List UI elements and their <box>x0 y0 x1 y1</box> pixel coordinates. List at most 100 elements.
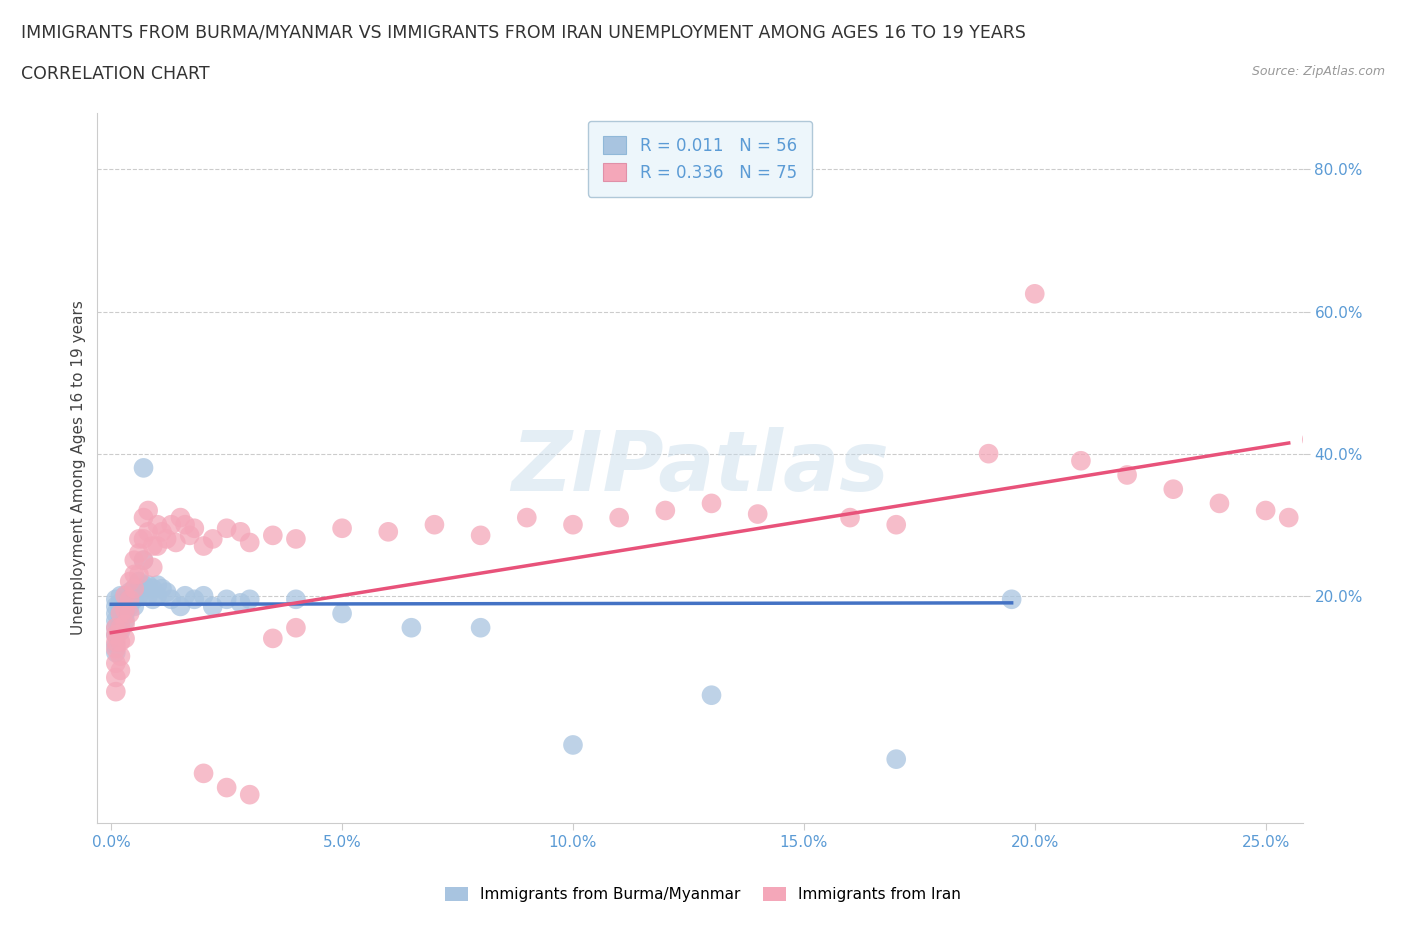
Point <box>1070 453 1092 468</box>
Point <box>160 517 183 532</box>
Point <box>516 511 538 525</box>
Point <box>114 606 136 621</box>
Point <box>142 591 165 606</box>
Point <box>1301 432 1323 447</box>
Point <box>128 567 150 582</box>
Point <box>239 591 262 606</box>
Point <box>700 496 723 511</box>
Point <box>118 585 141 600</box>
Legend: R = 0.011   N = 56, R = 0.336   N = 75: R = 0.011 N = 56, R = 0.336 N = 75 <box>588 121 811 196</box>
Text: CORRELATION CHART: CORRELATION CHART <box>21 65 209 83</box>
Point <box>562 737 585 752</box>
Point <box>124 581 146 596</box>
Point <box>1024 286 1046 301</box>
Point <box>262 631 284 645</box>
Point <box>132 511 155 525</box>
Point <box>183 521 205 536</box>
Point <box>193 538 215 553</box>
Point <box>215 591 238 606</box>
Text: Source: ZipAtlas.com: Source: ZipAtlas.com <box>1251 65 1385 78</box>
Point <box>124 581 146 596</box>
Point <box>146 578 169 592</box>
Point <box>150 525 173 539</box>
Point <box>215 521 238 536</box>
Point <box>884 751 907 766</box>
Point <box>124 589 146 604</box>
Point <box>110 624 132 639</box>
Point <box>104 645 127 660</box>
Point <box>700 688 723 703</box>
Point <box>104 628 127 643</box>
Point <box>156 585 179 600</box>
Point <box>104 599 127 614</box>
Point <box>284 531 307 546</box>
Point <box>124 567 146 582</box>
Point <box>1001 591 1024 606</box>
Point <box>104 628 127 643</box>
Point <box>132 531 155 546</box>
Point <box>330 606 353 621</box>
Point <box>118 574 141 589</box>
Point <box>156 531 179 546</box>
Point <box>470 620 492 635</box>
Point <box>128 531 150 546</box>
Point <box>136 503 159 518</box>
Point <box>654 503 676 518</box>
Point <box>183 591 205 606</box>
Point <box>110 595 132 610</box>
Point <box>169 599 191 614</box>
Point <box>607 511 630 525</box>
Point <box>110 603 132 618</box>
Point <box>128 546 150 561</box>
Point <box>377 525 399 539</box>
Point <box>1254 503 1277 518</box>
Point <box>104 613 127 628</box>
Point <box>110 620 132 635</box>
Point <box>110 617 132 631</box>
Point <box>1208 496 1230 511</box>
Point <box>124 591 146 606</box>
Point <box>114 617 136 631</box>
Point <box>124 552 146 567</box>
Point <box>470 528 492 543</box>
Point <box>118 599 141 614</box>
Point <box>128 589 150 604</box>
Text: IMMIGRANTS FROM BURMA/MYANMAR VS IMMIGRANTS FROM IRAN UNEMPLOYMENT AMONG AGES 16: IMMIGRANTS FROM BURMA/MYANMAR VS IMMIGRA… <box>21 23 1026 41</box>
Point <box>142 560 165 575</box>
Point <box>114 589 136 604</box>
Point <box>839 511 862 525</box>
Point <box>201 531 224 546</box>
Point <box>215 780 238 795</box>
Point <box>132 460 155 475</box>
Point <box>114 589 136 604</box>
Point <box>284 591 307 606</box>
Point <box>104 620 127 635</box>
Point <box>128 574 150 589</box>
Point <box>562 517 585 532</box>
Point <box>160 591 183 606</box>
Point <box>239 535 262 550</box>
Point <box>229 595 252 610</box>
Y-axis label: Unemployment Among Ages 16 to 19 years: Unemployment Among Ages 16 to 19 years <box>72 300 86 635</box>
Point <box>118 606 141 621</box>
Point <box>104 634 127 649</box>
Point <box>977 446 1000 461</box>
Point <box>104 670 127 684</box>
Point <box>104 638 127 653</box>
Point <box>114 603 136 618</box>
Point <box>110 663 132 678</box>
Point <box>201 599 224 614</box>
Point <box>884 517 907 532</box>
Text: ZIPatlas: ZIPatlas <box>510 428 889 509</box>
Point <box>423 517 446 532</box>
Point <box>132 552 155 567</box>
Point <box>174 589 197 604</box>
Point <box>165 535 187 550</box>
Point <box>132 578 155 592</box>
Point <box>330 521 353 536</box>
Point <box>132 552 155 567</box>
Point <box>1116 468 1139 483</box>
Point <box>118 591 141 606</box>
Point <box>104 620 127 635</box>
Point <box>104 642 127 657</box>
